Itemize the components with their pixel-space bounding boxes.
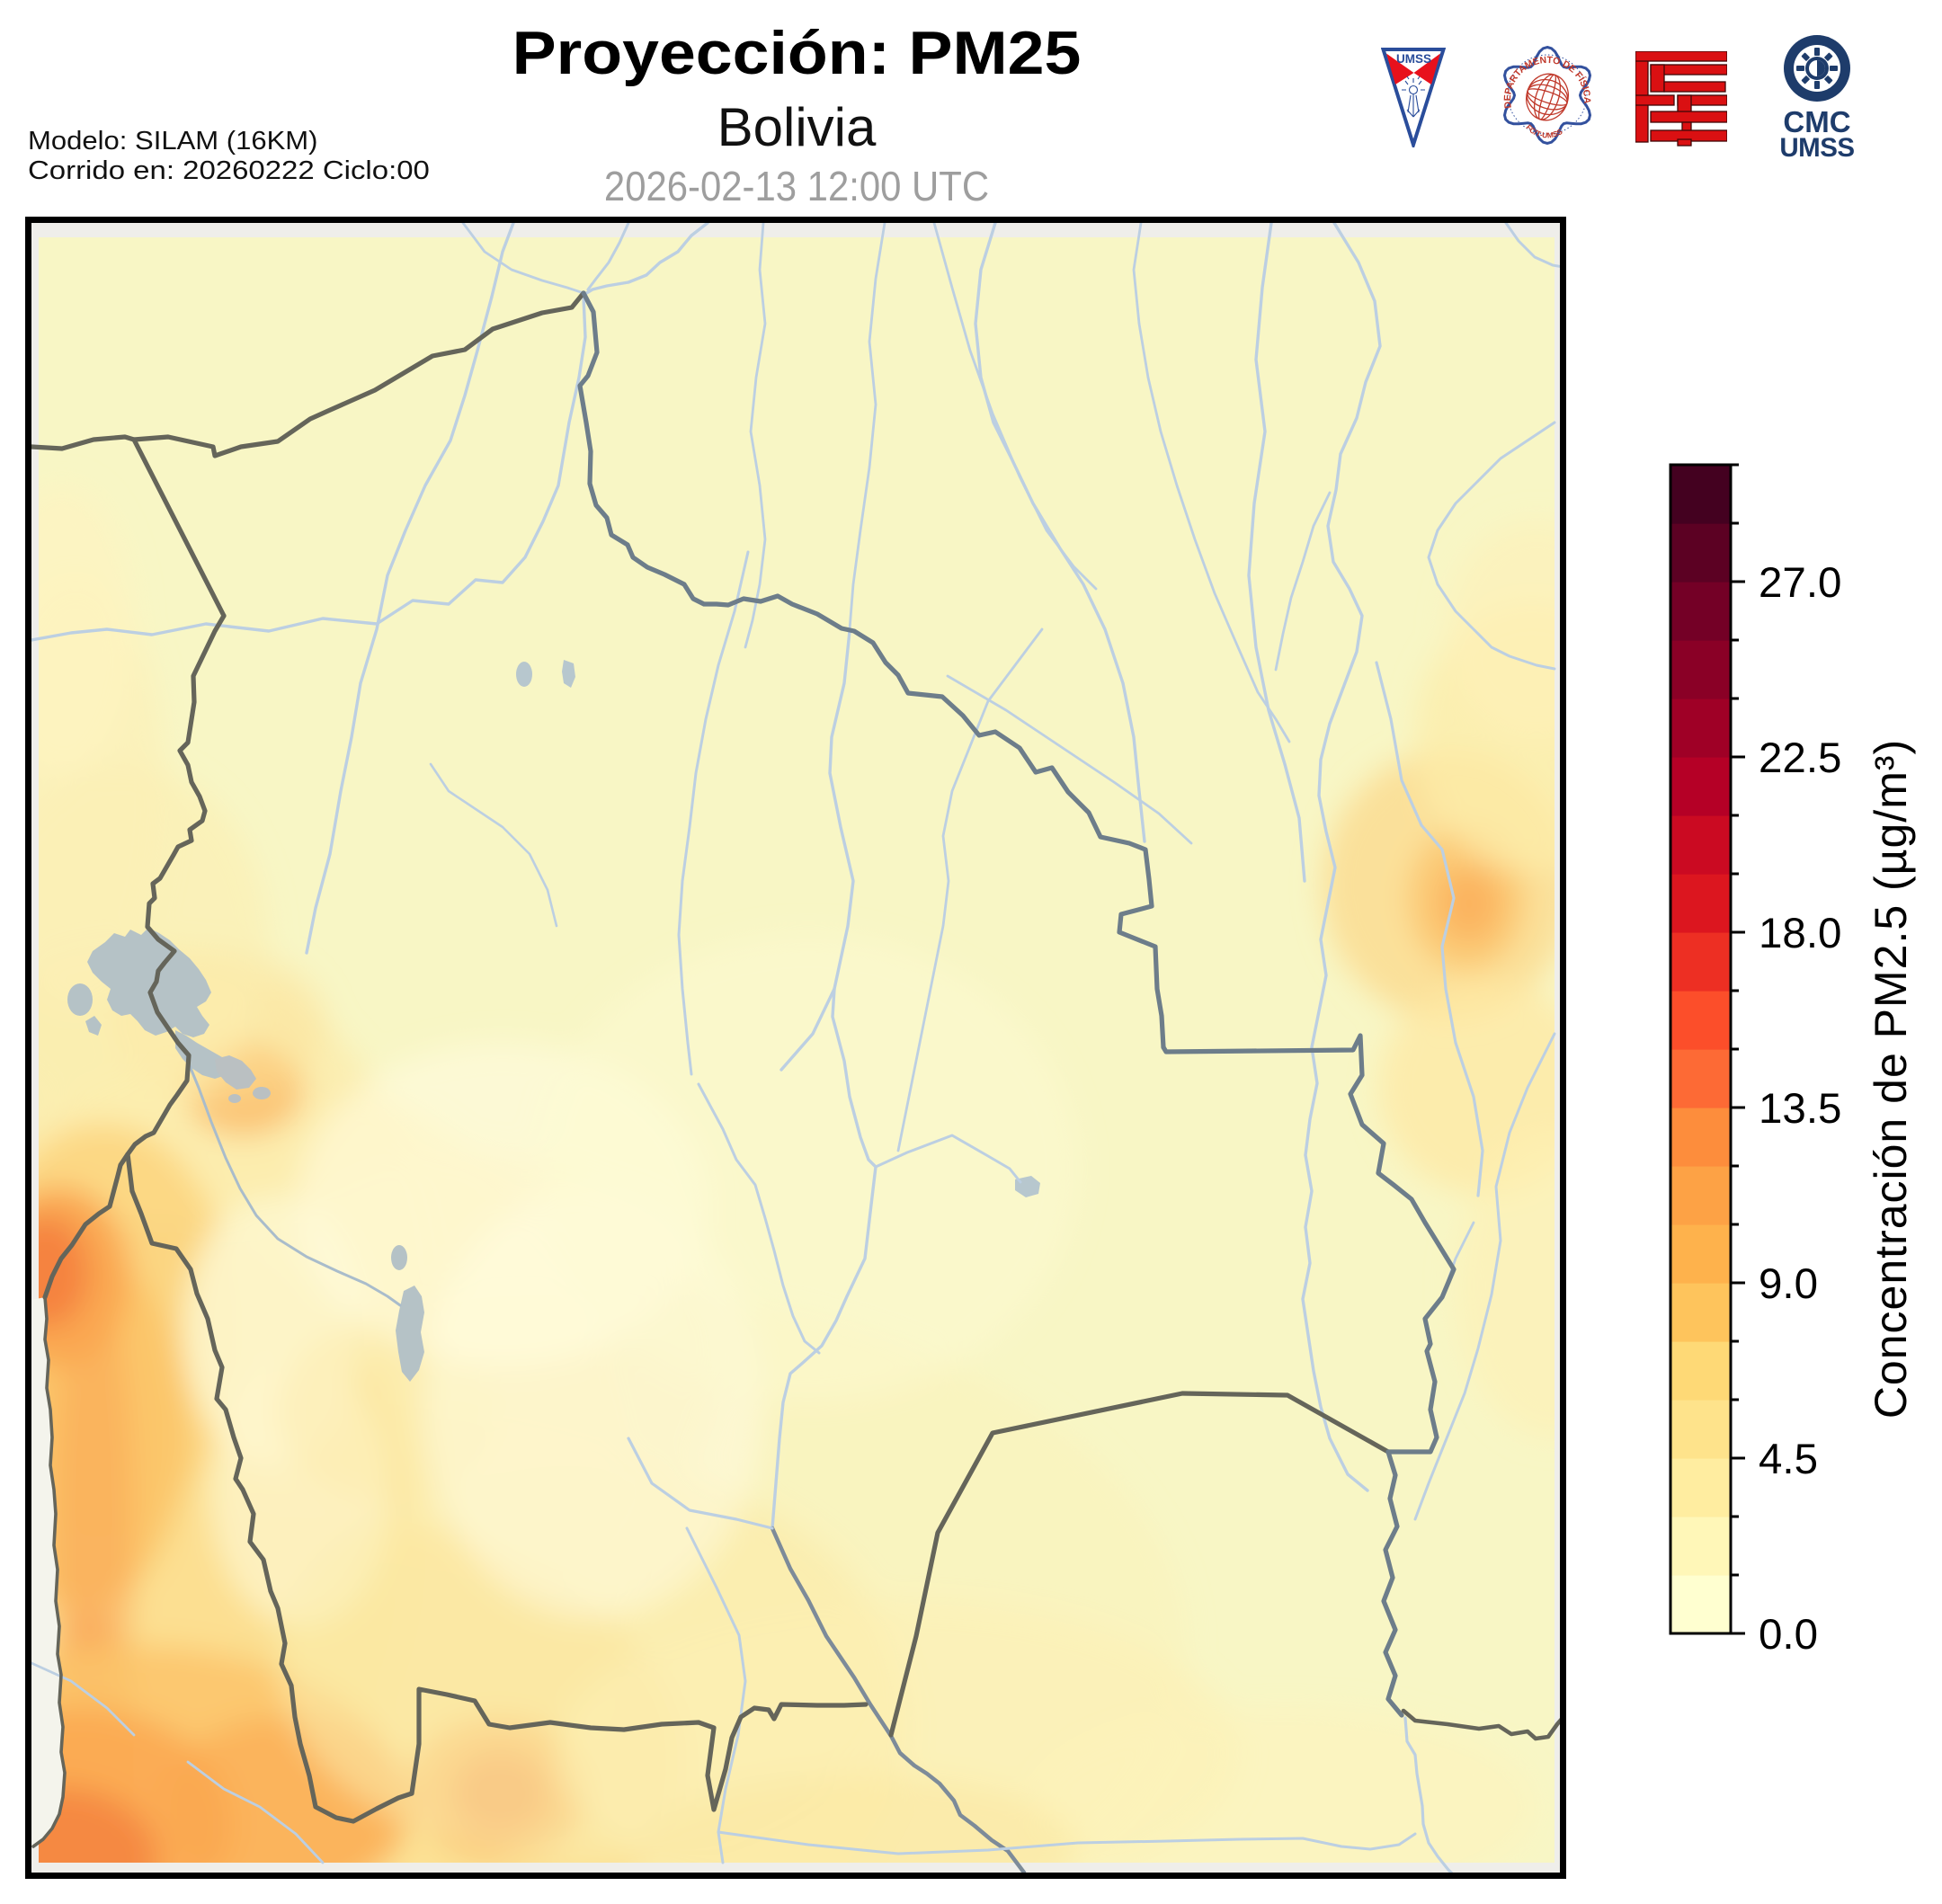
svg-text:22.5: 22.5 (1759, 734, 1841, 782)
svg-text:CMC: CMC (1783, 105, 1850, 138)
svg-text:27.0: 27.0 (1759, 559, 1841, 607)
svg-text:UMSS: UMSS (1396, 52, 1431, 66)
svg-text:9.0: 9.0 (1759, 1260, 1818, 1308)
svg-text:4.5: 4.5 (1759, 1436, 1818, 1483)
svg-text:0.0: 0.0 (1759, 1611, 1818, 1659)
svg-text:18.0: 18.0 (1759, 910, 1841, 957)
svg-text:13.5: 13.5 (1759, 1085, 1841, 1133)
svg-text:UMSS: UMSS (1779, 133, 1854, 162)
